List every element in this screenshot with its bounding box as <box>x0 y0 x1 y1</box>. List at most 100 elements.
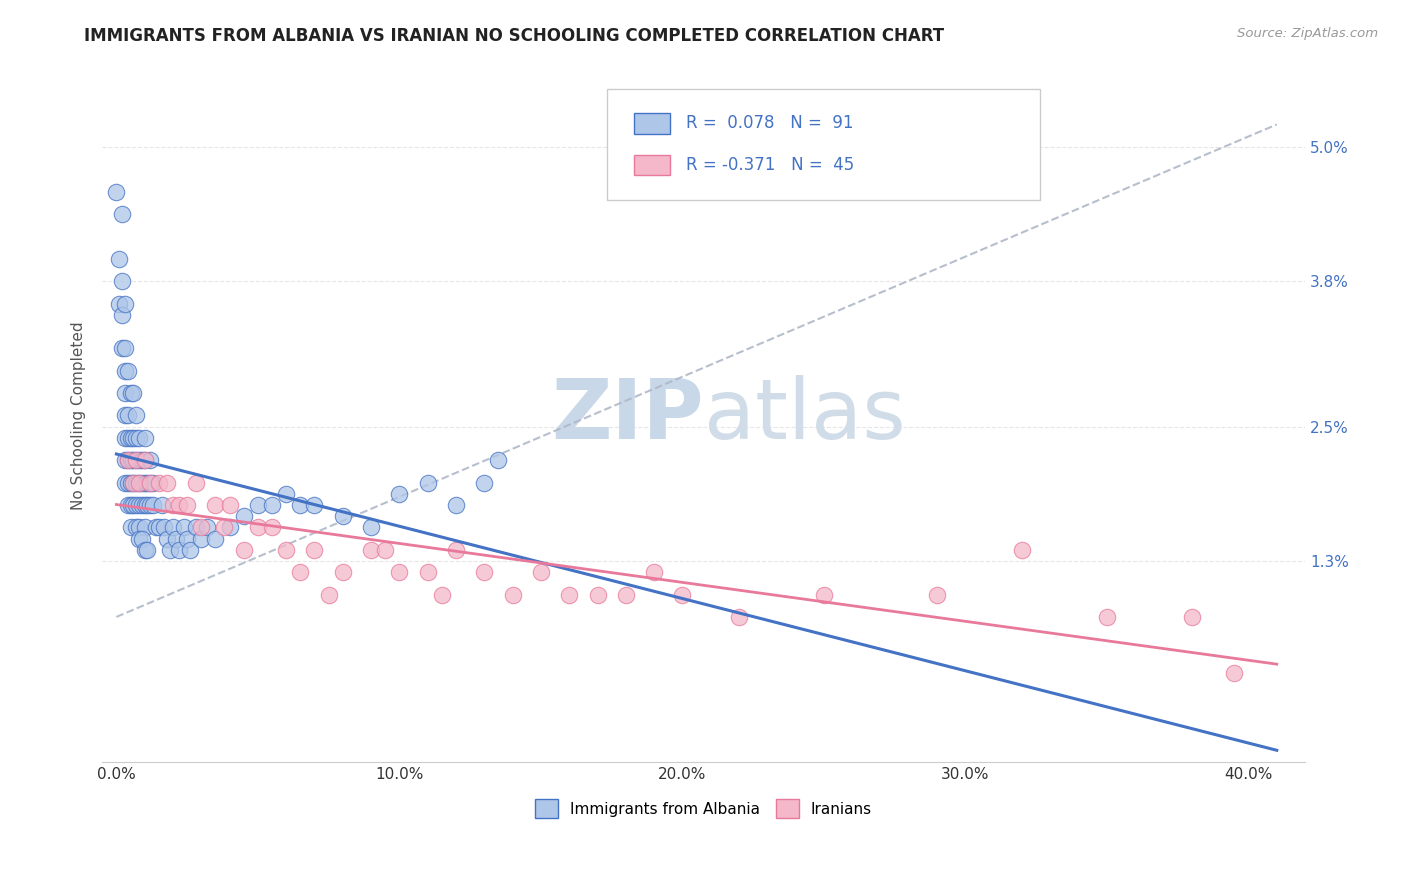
Point <box>416 475 439 490</box>
Point <box>184 475 207 490</box>
Point <box>111 207 134 221</box>
Point <box>128 520 150 534</box>
Point <box>444 498 467 512</box>
Point <box>114 409 136 423</box>
Point <box>134 453 156 467</box>
Point <box>122 431 145 445</box>
Point <box>131 453 153 467</box>
Point <box>125 431 148 445</box>
Point <box>114 453 136 467</box>
Point <box>122 453 145 467</box>
Point <box>360 542 382 557</box>
Point <box>304 498 326 512</box>
Point <box>159 542 181 557</box>
Point <box>134 498 156 512</box>
Point <box>142 498 165 512</box>
Point <box>530 565 553 579</box>
Point <box>671 588 693 602</box>
Point <box>1011 542 1033 557</box>
Point <box>232 542 254 557</box>
Point <box>134 542 156 557</box>
Point <box>162 498 184 512</box>
Point <box>502 588 524 602</box>
Legend: Immigrants from Albania, Iranians: Immigrants from Albania, Iranians <box>529 793 879 824</box>
Point <box>139 453 162 467</box>
Point <box>120 431 142 445</box>
Point <box>136 475 159 490</box>
Point <box>156 475 179 490</box>
Point <box>290 498 312 512</box>
Point <box>927 588 949 602</box>
Point <box>114 386 136 401</box>
Point <box>488 453 510 467</box>
Point <box>614 588 637 602</box>
Point <box>388 565 411 579</box>
Point <box>131 532 153 546</box>
Point <box>813 588 835 602</box>
Point <box>260 498 283 512</box>
Point <box>120 475 142 490</box>
Point <box>136 542 159 557</box>
Text: ZIP: ZIP <box>551 375 703 456</box>
Point <box>117 498 139 512</box>
Point <box>131 498 153 512</box>
Point <box>139 475 162 490</box>
Point <box>165 532 187 546</box>
Point <box>108 296 131 310</box>
Point <box>134 453 156 467</box>
Point <box>148 475 170 490</box>
Point <box>120 520 142 534</box>
Point <box>1223 665 1246 680</box>
Point <box>260 520 283 534</box>
Point <box>472 565 495 579</box>
Point <box>162 520 184 534</box>
Point <box>153 520 176 534</box>
Text: IMMIGRANTS FROM ALBANIA VS IRANIAN NO SCHOOLING COMPLETED CORRELATION CHART: IMMIGRANTS FROM ALBANIA VS IRANIAN NO SC… <box>84 27 945 45</box>
Point <box>430 588 453 602</box>
Point <box>125 498 148 512</box>
Point <box>117 453 139 467</box>
Point <box>125 453 148 467</box>
Point <box>108 252 131 266</box>
Point <box>131 475 153 490</box>
Point <box>117 431 139 445</box>
Point <box>142 475 165 490</box>
Point <box>114 475 136 490</box>
Point <box>122 475 145 490</box>
Point <box>444 542 467 557</box>
Point <box>128 431 150 445</box>
Point <box>114 296 136 310</box>
Point <box>111 341 134 355</box>
Point <box>176 498 198 512</box>
Text: R =  0.078   N =  91: R = 0.078 N = 91 <box>686 114 853 132</box>
Point <box>120 386 142 401</box>
Point <box>128 475 150 490</box>
Text: R = -0.371   N =  45: R = -0.371 N = 45 <box>686 156 853 174</box>
Point <box>139 498 162 512</box>
FancyBboxPatch shape <box>634 113 671 134</box>
Point <box>125 475 148 490</box>
Point <box>318 588 340 602</box>
Point <box>117 453 139 467</box>
Point <box>134 520 156 534</box>
Point <box>728 610 751 624</box>
Point <box>167 542 190 557</box>
Point <box>134 475 156 490</box>
Point <box>246 498 269 512</box>
Point <box>148 520 170 534</box>
Point <box>204 532 226 546</box>
Point <box>360 520 382 534</box>
Point <box>125 409 148 423</box>
Point <box>128 532 150 546</box>
FancyBboxPatch shape <box>607 89 1040 201</box>
Point <box>117 475 139 490</box>
Point <box>218 520 240 534</box>
Point <box>290 565 312 579</box>
Point <box>276 487 298 501</box>
Point <box>1181 610 1204 624</box>
Point <box>558 588 581 602</box>
Point <box>276 542 298 557</box>
Point <box>117 409 139 423</box>
Point <box>232 509 254 524</box>
Point <box>117 364 139 378</box>
